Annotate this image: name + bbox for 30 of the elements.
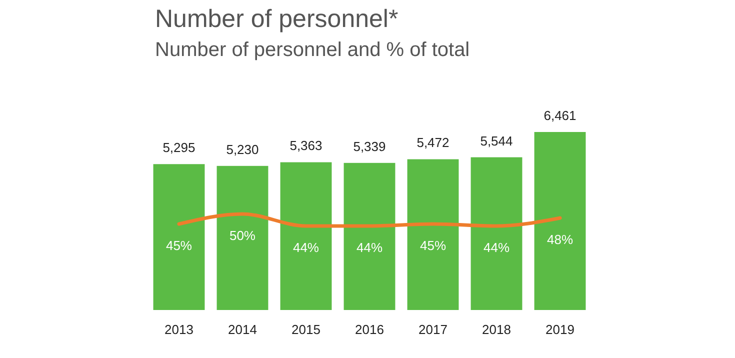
data-label: 48% xyxy=(546,232,574,247)
data-label: 44% xyxy=(483,240,510,255)
bar xyxy=(470,157,522,310)
x-tick-label: 2013 xyxy=(164,322,194,337)
data-label: 44% xyxy=(292,240,320,255)
bar xyxy=(216,166,268,310)
data-label: 5,339 xyxy=(353,138,386,154)
data-label: 50% xyxy=(229,228,256,243)
data-label: 44% xyxy=(356,240,383,255)
x-tick-label: 2019 xyxy=(546,322,574,337)
x-tick-label: 2014 xyxy=(228,322,257,337)
data-label: 5,295 xyxy=(162,140,196,156)
data-label: 5,363 xyxy=(290,138,322,154)
data-label: 5,472 xyxy=(416,135,450,150)
bar xyxy=(280,162,332,310)
data-label: 5,544 xyxy=(480,133,513,148)
x-tick-label: 2015 xyxy=(292,322,320,337)
x-tick-label: 2016 xyxy=(355,322,384,337)
data-label: 6,461 xyxy=(544,108,576,123)
data-label: 45% xyxy=(166,238,192,253)
chart-title: Number of personnel* xyxy=(155,5,398,33)
bar xyxy=(153,164,205,310)
x-tick-label: 2018 xyxy=(482,322,511,337)
data-label: 5,230 xyxy=(226,142,259,157)
x-tick-label: 2017 xyxy=(418,322,448,337)
bar xyxy=(344,162,396,310)
data-label: 45% xyxy=(420,238,446,253)
chart-subtitle: Number of personnel and % of total xyxy=(155,39,470,61)
bar xyxy=(534,132,586,310)
bar xyxy=(407,159,459,310)
